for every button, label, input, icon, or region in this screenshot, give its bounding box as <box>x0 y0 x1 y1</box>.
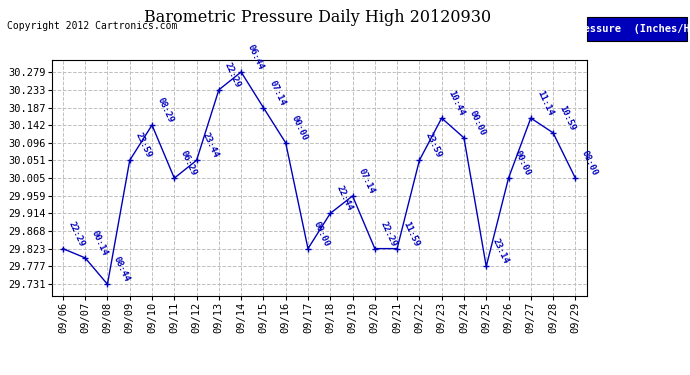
Text: 00:14: 00:14 <box>89 229 109 257</box>
Text: 06:29: 06:29 <box>179 149 198 177</box>
Text: 00:00: 00:00 <box>290 114 309 142</box>
Text: 08:00: 08:00 <box>580 149 599 177</box>
Text: 00:00: 00:00 <box>468 109 488 137</box>
Text: Barometric Pressure Daily High 20120930: Barometric Pressure Daily High 20120930 <box>144 9 491 26</box>
Text: 07:14: 07:14 <box>357 167 376 195</box>
Text: 00:00: 00:00 <box>312 220 332 248</box>
Text: 23:14: 23:14 <box>491 237 510 266</box>
Text: 11:59: 11:59 <box>402 220 421 248</box>
Text: 08:29: 08:29 <box>156 96 176 124</box>
Text: 22:29: 22:29 <box>379 220 399 248</box>
Text: 22:44: 22:44 <box>335 184 354 213</box>
Text: 23:59: 23:59 <box>134 131 153 159</box>
Text: 07:14: 07:14 <box>268 79 287 107</box>
Text: 22:29: 22:29 <box>67 220 86 248</box>
Text: 10:59: 10:59 <box>558 104 577 132</box>
Text: 08:44: 08:44 <box>112 255 131 284</box>
Text: Copyright 2012 Cartronics.com: Copyright 2012 Cartronics.com <box>7 21 177 31</box>
Text: 10:44: 10:44 <box>446 89 465 117</box>
Text: 00:00: 00:00 <box>513 149 532 177</box>
Text: 11:14: 11:14 <box>535 89 555 117</box>
Text: Pressure  (Inches/Hg): Pressure (Inches/Hg) <box>571 24 690 34</box>
Text: 22:29: 22:29 <box>223 61 243 89</box>
Text: 06:44: 06:44 <box>246 43 265 71</box>
Text: 23:44: 23:44 <box>201 131 220 159</box>
Text: 23:59: 23:59 <box>424 131 443 159</box>
